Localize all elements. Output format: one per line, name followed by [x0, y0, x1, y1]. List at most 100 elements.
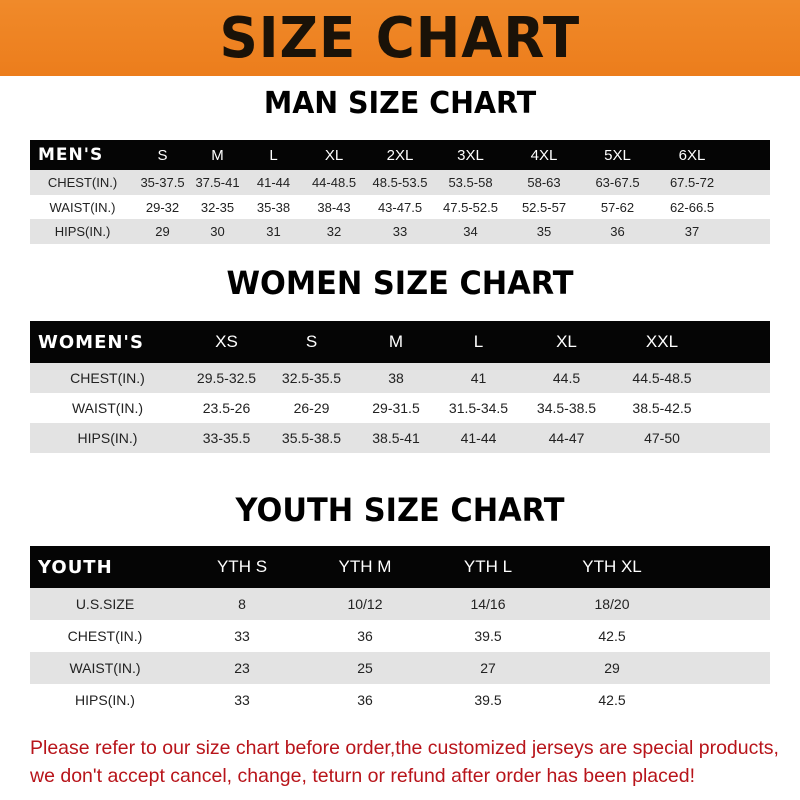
size-header: YTH S: [216, 557, 268, 576]
table-cell: 33: [234, 628, 250, 644]
size-header: S: [157, 146, 168, 164]
banner: SIZE CHART: [0, 0, 800, 76]
table-cell: 32-35: [200, 199, 235, 215]
table-cell: 35.5-38.5: [281, 430, 342, 446]
table-cell: 43-47.5: [377, 199, 423, 215]
size-header: 2XL: [386, 146, 414, 164]
table-cell: 44-48.5: [311, 174, 357, 190]
youth-size-table: YOUTH YTH S YTH M YTH L YTH XL U.S.SIZE 8 10/12…: [30, 546, 770, 716]
table-cell: 32.5-35.5: [281, 370, 342, 386]
row-label: WAIST(IN.): [69, 660, 141, 676]
table-cell: 38.5-42.5: [632, 400, 692, 416]
table-cell: 44.5-48.5: [632, 370, 692, 386]
table-cell: 31: [266, 224, 281, 240]
table-cell: 42.5: [598, 628, 626, 644]
table-cell: 42.5: [598, 692, 626, 708]
table-cell: 36: [357, 692, 373, 708]
table-cell: 44-47: [548, 430, 585, 446]
table-header-row: YOUTH YTH S YTH M YTH L YTH XL: [30, 546, 770, 588]
table-cell: 39.5: [474, 692, 502, 708]
table-cell: 38: [388, 370, 404, 386]
table-cell: 38.5-41: [372, 430, 420, 446]
row-label: HIPS(IN.): [75, 692, 135, 708]
row-label: CHEST(IN.): [67, 628, 143, 644]
row-label: U.S.SIZE: [75, 596, 135, 612]
table-row: CHEST(IN.) 35-37.5 37.5-41 41-44 44-48.5 48.5…: [30, 170, 770, 195]
table-cell: 29-32: [145, 199, 180, 215]
table-cell: 44.5: [552, 370, 581, 386]
table-cell: 34.5-38.5: [536, 400, 597, 416]
size-header: XS: [215, 332, 238, 351]
table-cell: 10/12: [347, 596, 383, 612]
men-size-table: MEN'S S M L XL 2XL 3XL 4XL 5XL 6XL CHEST(IN.) 35-37…: [30, 140, 770, 245]
size-header: M: [211, 146, 224, 164]
table-cell: 58-63: [527, 174, 561, 190]
row-label: CHEST(IN.): [47, 174, 118, 190]
table-cell: 29-31.5: [372, 400, 420, 416]
table-cell: 52.5-57: [521, 199, 567, 215]
row-label: CHEST(IN.): [70, 370, 145, 386]
table-row: CHEST(IN.) 29.5-32.5 32.5-35.5 38 41 44.5 44.5…: [30, 363, 770, 393]
table-cell: 33-35.5: [202, 430, 251, 446]
size-header: YTH XL: [582, 557, 642, 576]
size-header: XL: [324, 146, 344, 164]
table-header-label: YOUTH: [38, 556, 113, 578]
table-header-label: WOMEN'S: [38, 331, 144, 353]
size-header: 6XL: [678, 146, 706, 164]
table-cell: 36: [357, 628, 373, 644]
table-row: WAIST(IN.) 23 25 27 29: [30, 652, 770, 684]
table-header-label: MEN'S: [38, 145, 104, 165]
table-row: HIPS(IN.) 29 30 31 32 33 34 35 36 37: [30, 219, 770, 245]
table-cell: 36: [610, 224, 625, 240]
table-cell: 23: [234, 660, 250, 676]
table-cell: 41: [470, 370, 487, 386]
table-cell: 29.5-32.5: [196, 370, 257, 386]
table-cell: 47.5-52.5: [443, 199, 498, 215]
notice-line-1: Please refer to our size chart before or…: [30, 737, 779, 759]
table-cell: 48.5-53.5: [372, 174, 428, 190]
table-cell: 41-44: [460, 430, 497, 446]
size-header: M: [388, 332, 404, 351]
table-header-row: MEN'S S M L XL 2XL 3XL 4XL 5XL 6XL: [30, 140, 770, 170]
size-header: S: [305, 332, 318, 351]
table-cell: 67.5-72: [669, 174, 715, 190]
table-cell: 47-50: [644, 430, 680, 446]
table-cell: 29: [604, 660, 620, 676]
table-row: HIPS(IN.) 33-35.5 35.5-38.5 38.5-41 41-44 44-…: [30, 423, 770, 453]
table-cell: 39.5: [474, 628, 502, 644]
table-cell: 33: [234, 692, 250, 708]
table-cell: 37.5-41: [195, 174, 240, 190]
size-header: L: [473, 332, 484, 351]
table-cell: 62-66.5: [669, 199, 715, 215]
women-size-table: WOMEN'S XS S M L XL XXL CHEST(IN.) 29.5-32.5 32.5…: [30, 321, 770, 453]
table-cell: 57-62: [600, 199, 635, 215]
table-row: WAIST(IN.) 29-32 32-35 35-38 38-43 43-47.5 47.…: [30, 194, 770, 220]
table-cell: 41-44: [256, 174, 291, 190]
table-cell: 32: [326, 224, 342, 240]
table-cell: 25: [357, 660, 373, 676]
order-notice: Please refer to our size chart before or…: [30, 734, 790, 790]
table-cell: 34: [463, 224, 478, 240]
table-cell: 37: [684, 224, 700, 240]
table-cell: 38-43: [317, 199, 351, 215]
table-cell: 35-37.5: [140, 174, 185, 190]
notice-line-2: we don't accept cancel, change, teturn o…: [30, 765, 695, 787]
table-cell: 14/16: [470, 596, 506, 612]
table-cell: 63-67.5: [595, 174, 640, 190]
size-header: XL: [556, 332, 577, 351]
size-header: XXL: [645, 332, 679, 351]
table-cell: 35: [536, 224, 552, 240]
table-cell: 18/20: [594, 596, 630, 612]
row-label: HIPS(IN.): [77, 430, 138, 446]
table-cell: 30: [210, 224, 225, 240]
women-chart-title: WOMEN SIZE CHART: [226, 264, 574, 302]
table-row: WAIST(IN.) 23.5-26 26-29 29-31.5 31.5-34.5 34…: [30, 393, 770, 423]
row-label: HIPS(IN.): [54, 224, 111, 240]
size-header: YTH M: [338, 557, 392, 576]
table-cell: 35-38: [256, 199, 291, 215]
table-cell: 27: [480, 660, 496, 676]
table-cell: 31.5-34.5: [448, 400, 509, 416]
men-chart-title: MAN SIZE CHART: [263, 86, 537, 121]
table-cell: 23.5-26: [202, 400, 251, 416]
size-header: 4XL: [530, 146, 558, 164]
